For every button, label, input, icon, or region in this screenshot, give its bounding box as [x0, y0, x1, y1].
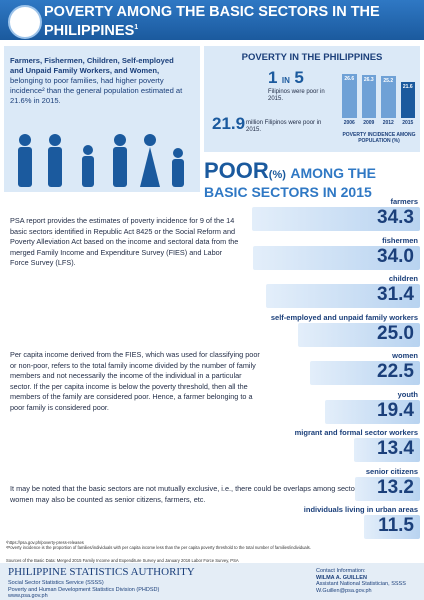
- footnote: ²Poverty incidence is the proportion of …: [6, 545, 311, 550]
- intro-normal: belonging to poor families, had higher p…: [10, 76, 183, 105]
- title: POVERTY AMONG THE BASIC SECTORS IN THE P…: [44, 4, 414, 39]
- title-text: POVERTY AMONG THE BASIC SECTORS IN THE P…: [44, 4, 380, 39]
- sector-name: senior citizens: [365, 466, 418, 476]
- sector-bar: [251, 207, 420, 231]
- sector-bar: [297, 322, 420, 347]
- sector-value: 25.0: [377, 322, 414, 344]
- mini-year: 2015: [402, 120, 414, 126]
- mini-value: 25.2: [383, 78, 394, 85]
- mini-bar: [361, 74, 376, 118]
- contact-name: WILMA A. GUILLEN: [316, 574, 367, 581]
- sources: Sources of the Basic Data: Merged 2015 F…: [6, 558, 239, 563]
- footer-org: PHILIPPINE STATISTICS AUTHORITY: [8, 566, 195, 578]
- contact-title: Contact Information:: [316, 568, 366, 574]
- mini-year: 2009: [363, 120, 375, 126]
- paragraph: PSA report provides the estimates of pov…: [10, 216, 239, 268]
- mini-bar: [381, 76, 396, 118]
- sector-value: 13.2: [377, 476, 414, 498]
- footer-band: [0, 563, 424, 600]
- intro-box: [4, 46, 200, 192]
- sector-value: 13.4: [377, 438, 414, 459]
- logo: [8, 5, 42, 39]
- sector-name: migrant and formal sector workers: [294, 428, 418, 437]
- ratio-in: IN: [281, 76, 290, 85]
- footnote: ¹https://psa.gov.ph/poverty-press-releas…: [6, 540, 84, 545]
- count: 21.9: [212, 114, 246, 133]
- footnotes: ¹https://psa.gov.ph/poverty-press-releas…: [6, 540, 418, 550]
- mini-year: 2006: [343, 120, 355, 126]
- mini-chart: 26.6 2006 26.3 2009 25.2 2012 21.6 2015: [340, 70, 418, 128]
- ratio-den: 5: [294, 68, 304, 87]
- contact-role: Assistant National Statistician, SSSS: [316, 581, 406, 587]
- mini-value: 26.3: [363, 76, 374, 83]
- sector-name: fishermen: [382, 235, 418, 245]
- sector-bar: [253, 245, 420, 270]
- sector-value: 34.3: [377, 207, 414, 228]
- count-text: million Filipinos were poor in 2015.: [246, 120, 322, 133]
- mini-value: 26.6: [344, 76, 355, 82]
- mini-year: 2012: [382, 120, 394, 126]
- footnote-mark: 1: [134, 24, 139, 31]
- sector-name: women: [392, 351, 418, 360]
- sector-name: self-employed and unpaid family workers: [270, 312, 418, 322]
- sector-bar: [354, 438, 420, 462]
- contact: Contact Information: WILMA A. GUILLEN Assi…: [316, 568, 406, 594]
- header-band: [0, 0, 424, 40]
- sector-value: 19.4: [377, 399, 414, 421]
- paragraph: Per capita income derived from the FIES,…: [10, 350, 260, 412]
- intro-bold: Farmers, Fishermen, Children, Self-emplo…: [10, 56, 174, 75]
- intro-text: Farmers, Fishermen, Children, Self-emplo…: [10, 56, 188, 106]
- sector-bar: [309, 361, 420, 385]
- sector-value: 11.5: [378, 515, 414, 536]
- ratio-num: 1: [268, 68, 278, 87]
- heading-unit: (%): [268, 169, 286, 181]
- sector-bar: [363, 515, 420, 539]
- sector-value: 34.0: [377, 245, 414, 267]
- people-icons: [18, 134, 184, 187]
- heading-poor: POOR: [204, 158, 269, 183]
- sector-bar: [324, 399, 420, 424]
- mini-bar: [342, 74, 357, 118]
- mini-caption: POVERTY INCIDENCE AMONG POPULATION (%): [342, 132, 416, 144]
- national-title: POVERTY IN THE PHILIPPINES: [241, 52, 383, 63]
- heading-rest: AMONG THE BASIC SECTORS IN 2015: [204, 165, 376, 200]
- sector-value: 31.4: [377, 284, 414, 305]
- sector-name: farmers: [390, 197, 418, 206]
- footer-web: www.psa.gov.ph: [8, 593, 48, 599]
- mini-value: 21.6: [402, 84, 413, 91]
- sector-bar: [355, 476, 420, 501]
- sector-name: youth: [397, 389, 418, 399]
- sector-bar: [266, 284, 420, 308]
- footer-division: Poverty and Human Development Statistics…: [8, 586, 160, 593]
- footer-unit: Social Sector Statistics Service (SSSS): [8, 580, 104, 586]
- contact-email: W.Guillen@psa.gov.ph: [316, 587, 372, 594]
- sector-name: children: [388, 274, 418, 283]
- sector-name: individuals living in urban areas: [303, 505, 418, 514]
- paragraph: It may be noted that the basic sectors a…: [10, 484, 389, 504]
- footer-sub: Social Sector Statistics Service (SSSS) P…: [8, 580, 159, 600]
- ratio: 1 IN 5: [268, 68, 304, 88]
- sector-value: 22.5: [377, 361, 414, 382]
- mini-bar: [400, 82, 415, 118]
- heading: POOR(%) AMONG THE BASIC SECTORS IN 2015: [204, 158, 420, 202]
- ratio-text: Filipinos were poor in 2015.: [268, 89, 325, 102]
